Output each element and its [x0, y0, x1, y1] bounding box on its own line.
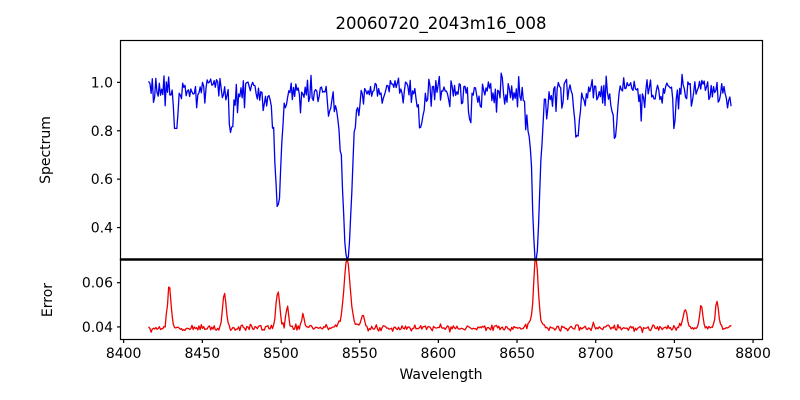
- y-tick-label: 1.0: [91, 75, 113, 91]
- x-tick-label: 8400: [106, 346, 142, 362]
- y-axis-label-spectrum: Spectrum: [38, 116, 54, 184]
- y-axis-label-error: Error: [40, 283, 56, 317]
- x-tick-label: 8450: [185, 346, 221, 362]
- chart-title: 20060720_2043m16_008: [335, 14, 546, 34]
- plot-layers: 0.4 0.6 0.8 1.0 0.04 0.06 8400 8450 8500 8550 8600…: [82, 39, 771, 362]
- y-tick-label: 0.8: [91, 124, 113, 140]
- x-tick-label: 8800: [735, 346, 771, 362]
- x-tick-label: 8650: [499, 346, 535, 362]
- y-tick-label: 0.06: [82, 276, 113, 292]
- x-tick-label: 8500: [263, 346, 299, 362]
- y-tick-label: 0.6: [91, 172, 113, 188]
- y-tick-label: 0.04: [82, 320, 113, 336]
- x-tick-label: 8750: [657, 346, 693, 362]
- x-tick-label: 8550: [342, 346, 378, 362]
- error-line: [148, 259, 732, 334]
- panel-frame-spectrum: [119, 39, 764, 261]
- x-axis-label: Wavelength: [399, 367, 482, 383]
- x-tick-label: 8600: [421, 346, 457, 362]
- x-tick-label: 8700: [578, 346, 614, 362]
- y-tick-label: 0.4: [91, 221, 113, 237]
- spectrum-line: [148, 72, 732, 260]
